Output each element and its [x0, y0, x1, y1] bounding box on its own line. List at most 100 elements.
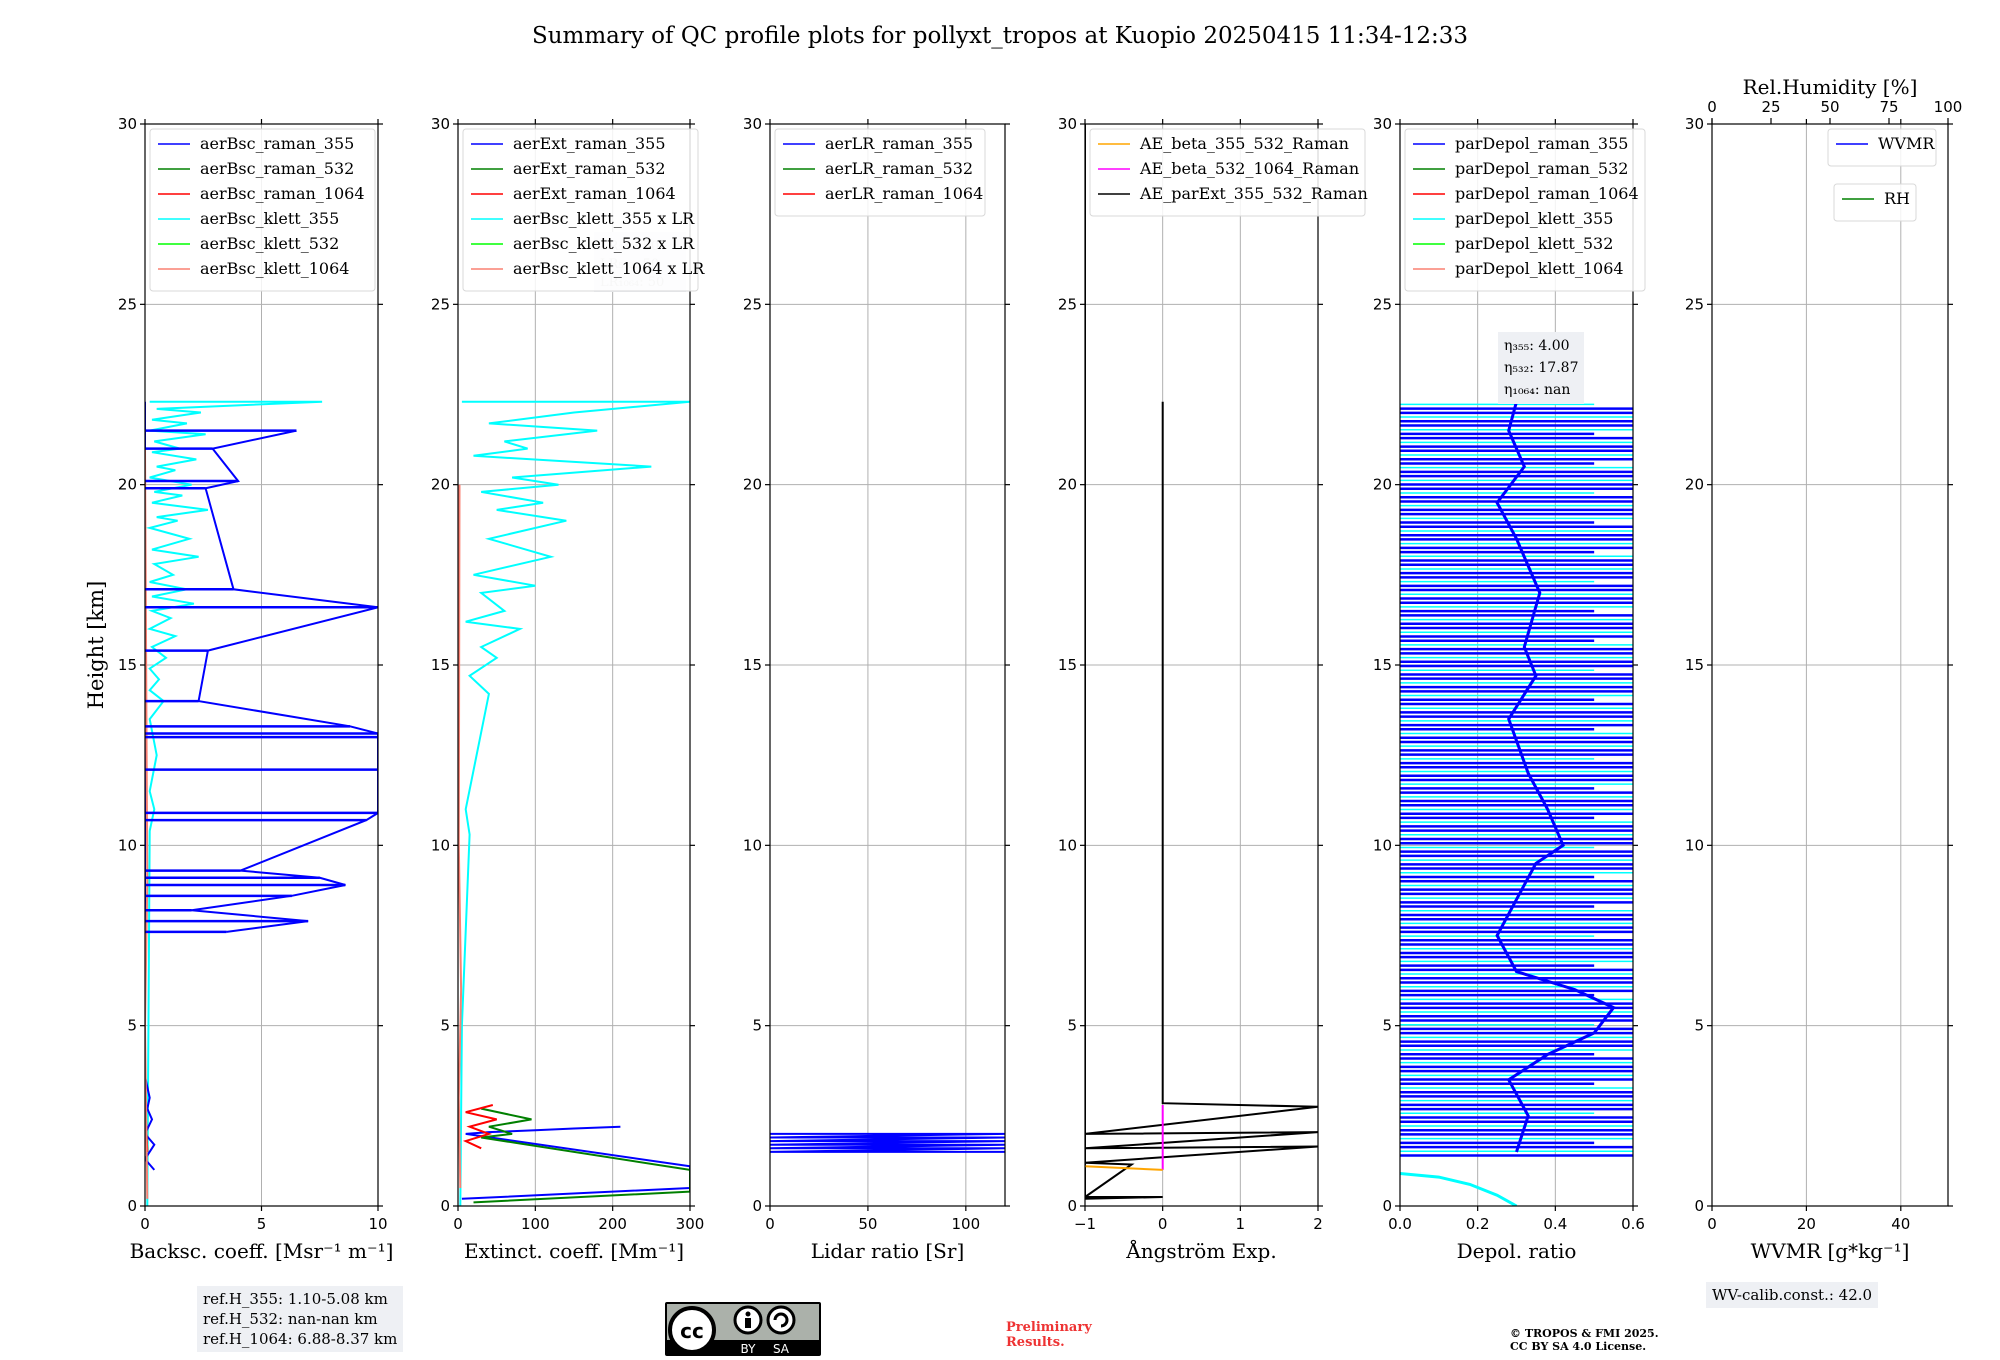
y-tick-label: 0 — [440, 1197, 450, 1215]
series-aerLR_raman_355 — [770, 1132, 1005, 1153]
x-tick-label: −1 — [1074, 1215, 1096, 1233]
panel-backscatter: 0 5 10 15 20 25 30 0 5 10 Backsc. coeff. [Msr⁻¹ m⁻… — [118, 115, 393, 1263]
series-aerExt_raman_532 — [473, 1107, 690, 1204]
sa-share-icon — [773, 1312, 789, 1328]
y-tick-label: 10 — [1685, 836, 1704, 854]
legend-rh: RH — [1833, 183, 1917, 222]
x-tick-label: 300 — [676, 1215, 705, 1233]
copyright-line-1: © TROPOS & FMI 2025. — [1510, 1327, 1659, 1340]
x-tick-label: 0 — [1158, 1215, 1168, 1233]
top-x-tick-label: 75 — [1879, 98, 1898, 116]
wv-calib-box: WV-calib.const.: 42.0 — [1706, 1282, 1879, 1308]
top-x-tick-label: 0 — [1707, 98, 1717, 116]
x-tick-label: 200 — [598, 1215, 627, 1233]
preliminary-line-1: Preliminary — [1006, 1320, 1092, 1335]
legend-entry: parDepol_klett_532 — [1455, 234, 1613, 253]
y-tick-label: 25 — [431, 295, 450, 313]
eta-355: η₃₅₅: 4.00 — [1504, 338, 1570, 354]
series-aerBsc_raman_355 — [145, 401, 156, 1171]
figure-title: Summary of QC profile plots for pollyxt_… — [532, 23, 1468, 49]
reference-height-box: ref.H_355: 1.10-5.08 km ref.H_532: nan-n… — [197, 1286, 404, 1352]
y-tick-label: 0 — [127, 1197, 137, 1215]
legend: aerBsc_raman_355 aerBsc_raman_532 aerBsc_r… — [149, 128, 376, 292]
y-tick-label: 5 — [1067, 1017, 1077, 1035]
y-tick-label: 25 — [1373, 295, 1392, 313]
y-tick-label: 15 — [118, 656, 137, 674]
y-tick-label: 10 — [431, 836, 450, 854]
series-klett_355_x_LR — [459, 400, 690, 1206]
cc-text: cc — [680, 1319, 704, 1343]
x-tick-label: 20 — [1797, 1215, 1816, 1233]
series-group — [458, 400, 690, 1206]
y-tick-label: 10 — [1058, 836, 1077, 854]
y-tick-label: 20 — [1373, 476, 1392, 494]
panel-lidar_ratio: 0 5 10 15 20 25 30 0 50 100 Lidar ratio [Sr] aerLR_… — [743, 115, 1010, 1263]
y-tick-label: 0 — [1067, 1197, 1077, 1215]
y-tick-label: 10 — [118, 836, 137, 854]
cc-by-text: BY — [741, 1342, 757, 1356]
legend: aerLR_raman_355 aerLR_raman_532 aerLR_rama… — [774, 128, 986, 217]
x-tick-label: 0.4 — [1543, 1215, 1567, 1233]
y-tick-label: 20 — [743, 476, 762, 494]
y-tick-label: 15 — [431, 656, 450, 674]
legend-entry: aerExt_raman_355 — [513, 134, 666, 153]
cc-sa-text: SA — [773, 1342, 790, 1356]
y-tick-label: 30 — [118, 115, 137, 133]
legend-entry: AE_beta_532_1064_Raman — [1139, 159, 1359, 178]
series-AE_beta_355_532_Raman — [1085, 1165, 1163, 1171]
legend: AE_beta_355_532_Raman AE_beta_532_1064_Ra… — [1089, 128, 1368, 217]
y-tick-label: 30 — [1373, 115, 1392, 133]
y-tick-label: 25 — [1685, 295, 1704, 313]
y-tick-label: 25 — [118, 295, 137, 313]
x-tick-label: 1 — [1236, 1215, 1246, 1233]
legend-entry: aerBsc_raman_532 — [200, 159, 354, 178]
x-tick-label: 0.0 — [1388, 1215, 1412, 1233]
x-tick-label: 2 — [1313, 1215, 1323, 1233]
x-tick-label: 0.2 — [1466, 1215, 1490, 1233]
x-axis-label: Extinct. coeff. [Mm⁻¹] — [464, 1239, 684, 1263]
y-tick-label: 10 — [1373, 836, 1392, 854]
grid — [1711, 123, 1948, 1207]
legend-entry: parDepol_raman_355 — [1455, 134, 1628, 153]
legend-entry: AE_beta_355_532_Raman — [1139, 134, 1349, 153]
legend-entry: aerBsc_klett_1064 — [200, 259, 349, 278]
top-x-tick-label: 25 — [1761, 98, 1780, 116]
top-x-tick-label: 100 — [1934, 98, 1963, 116]
legend-entry: aerBsc_raman_355 — [200, 134, 354, 153]
series-group — [770, 1132, 1005, 1153]
y-tick-label: 5 — [1382, 1017, 1392, 1035]
series-AE_parExt_355_532_Raman — [1085, 124, 1318, 1200]
cc-license-badge: cc BY SA — [665, 1302, 821, 1356]
series-parDepol_klett_355_curve — [1400, 1172, 1517, 1206]
x-axis-label: WVMR [g*kg⁻¹] — [1751, 1239, 1910, 1263]
x-tick-label: 100 — [952, 1215, 981, 1233]
ref-height-1064: ref.H_1064: 6.88-8.37 km — [203, 1330, 398, 1348]
legend-entry: aerExt_raman_532 — [513, 159, 666, 178]
top-x-tick-label: 50 — [1820, 98, 1839, 116]
by-person-icon — [745, 1311, 751, 1317]
y-tick-label: 5 — [752, 1017, 762, 1035]
y-tick-label: 0 — [1382, 1197, 1392, 1215]
x-tick-label: 0 — [765, 1215, 775, 1233]
y-tick-label: 30 — [743, 115, 762, 133]
series-aerExt_raman_355 — [461, 1125, 690, 1200]
wv-calib-const: WV-calib.const.: 42.0 — [1712, 1286, 1873, 1304]
legend-entry: parDepol_raman_532 — [1455, 159, 1628, 178]
y-tick-label: 15 — [1058, 656, 1077, 674]
legend-entry: aerLR_raman_355 — [825, 134, 973, 153]
legend: aerExt_raman_355 aerExt_raman_532 aerExt_r… — [462, 128, 705, 292]
x-axis-label: Ångström Exp. — [1125, 1238, 1276, 1263]
legend-entry: RH — [1884, 189, 1910, 208]
footer: cc BY SA Preliminary Results. © TROPOS &… — [665, 1302, 1659, 1356]
top-axis-label: Rel.Humidity [%] — [1743, 75, 1918, 99]
x-tick-label: 100 — [521, 1215, 550, 1233]
y-tick-label: 30 — [1058, 115, 1077, 133]
series-group — [1400, 401, 1633, 1206]
series-klett_1064_x_LR — [458, 484, 463, 1189]
x-axis-label: Lidar ratio [Sr] — [811, 1239, 965, 1263]
legend-entry: aerBsc_klett_532 x LR — [513, 234, 695, 253]
legend-entry: aerExt_raman_1064 — [513, 184, 676, 203]
